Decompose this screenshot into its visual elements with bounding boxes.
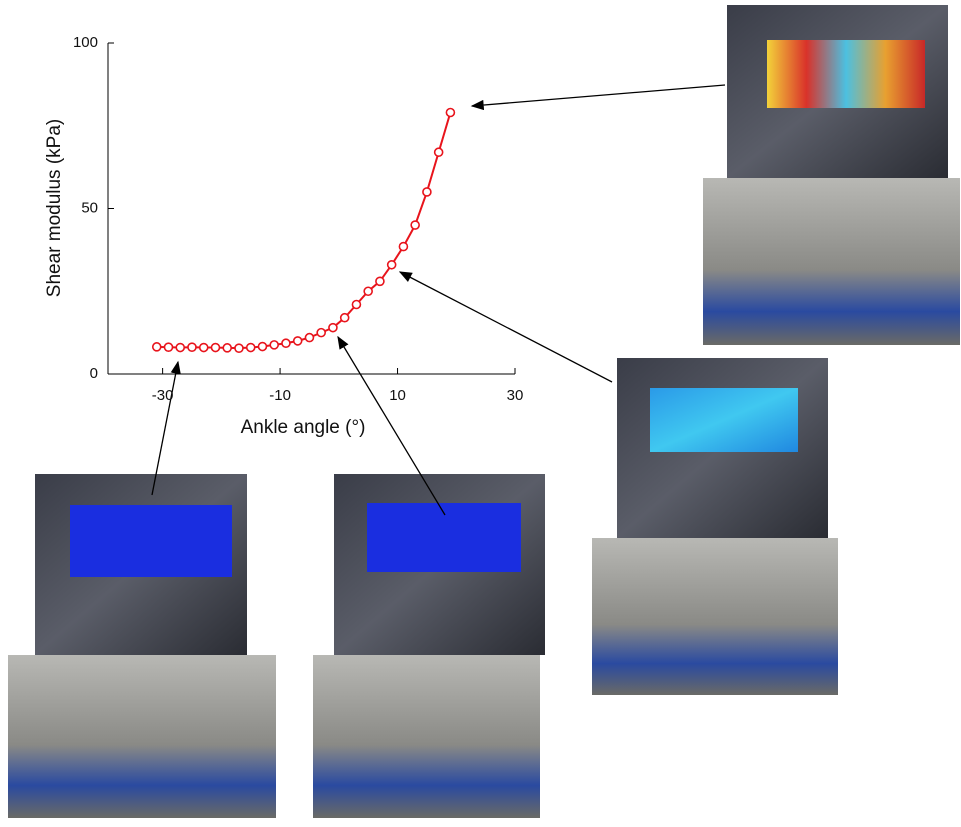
- data-point: [269, 340, 280, 350]
- data-point: [351, 299, 362, 310]
- data-point: [433, 147, 444, 158]
- data-point: [163, 342, 174, 352]
- panel-middle-right: [592, 358, 838, 695]
- data-point: [222, 343, 233, 353]
- x-axis-label: Ankle angle (°): [241, 417, 366, 438]
- x-tick-label: 30: [507, 387, 524, 404]
- panel-top-right: [703, 5, 960, 345]
- y-axis-label: Shear modulus (kPa): [44, 119, 65, 297]
- data-point: [328, 322, 338, 333]
- data-point: [386, 259, 397, 270]
- data-point: [245, 342, 256, 353]
- data-point: [257, 341, 268, 352]
- data-point: [151, 342, 162, 352]
- data-point: [234, 343, 244, 353]
- data-point: [375, 276, 385, 287]
- data-point: [210, 342, 221, 353]
- data-point: [316, 327, 326, 338]
- data-point: [198, 342, 209, 353]
- panel-bottom-left: [8, 474, 276, 818]
- arrows: [151, 84, 726, 516]
- data-point: [422, 187, 432, 197]
- x-tick-label: -10: [269, 387, 291, 404]
- data-point: [175, 342, 186, 353]
- data-point: [398, 241, 409, 252]
- data-point: [304, 332, 315, 343]
- data-point: [292, 336, 303, 346]
- data-point: [445, 107, 456, 118]
- data-point: [187, 342, 197, 352]
- y-tick-label: 100: [73, 34, 98, 51]
- data-point: [339, 312, 350, 323]
- data-point: [410, 220, 420, 230]
- y-tick-label: 50: [81, 199, 98, 216]
- data-line: [156, 112, 452, 350]
- y-tick-label: 0: [90, 365, 98, 382]
- panel-bottom-middle: [313, 474, 545, 818]
- data-point: [363, 286, 373, 297]
- data-point: [281, 338, 291, 349]
- x-tick-label: -30: [152, 387, 174, 404]
- x-tick-label: 10: [389, 387, 406, 404]
